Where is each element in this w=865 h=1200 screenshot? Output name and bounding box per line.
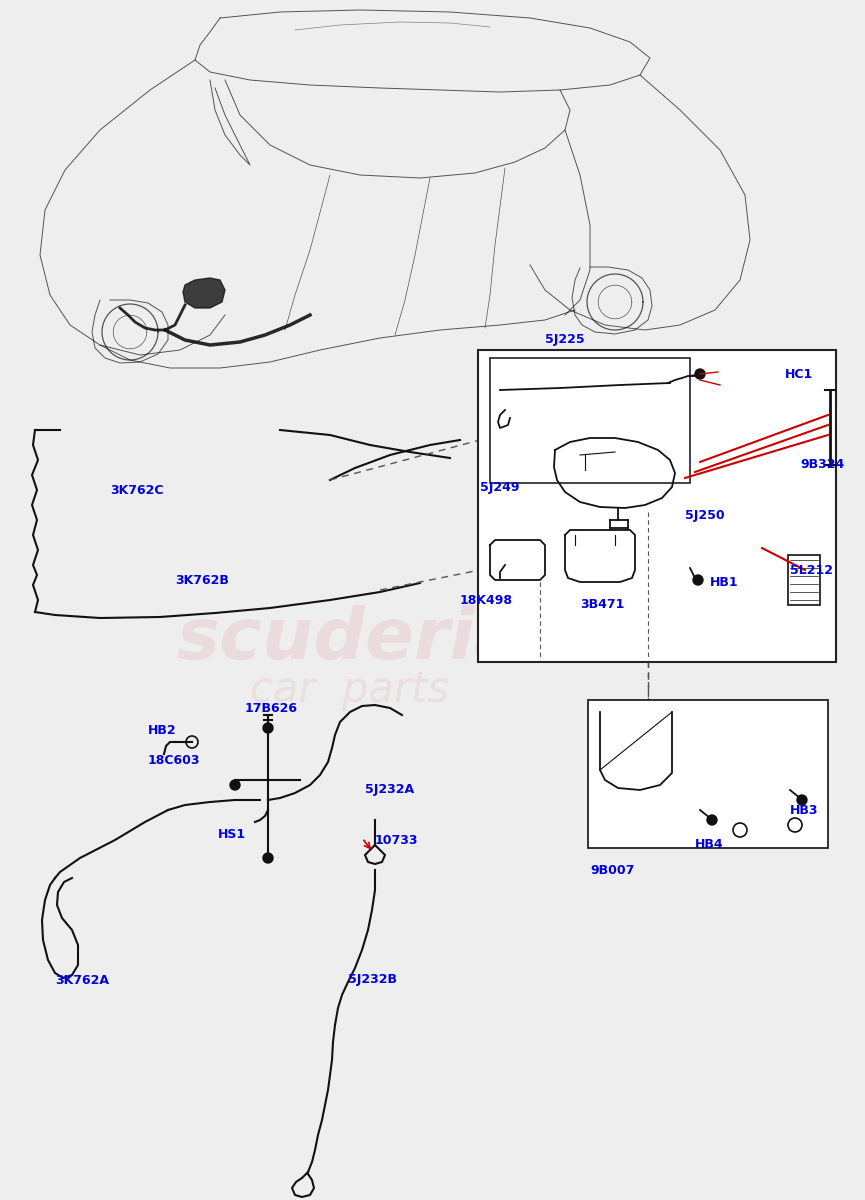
Bar <box>490 358 690 482</box>
Text: 5L212: 5L212 <box>790 564 833 576</box>
Text: 9B007: 9B007 <box>590 864 634 876</box>
Text: 5J232B: 5J232B <box>348 973 397 986</box>
Text: HS1: HS1 <box>218 828 247 841</box>
Text: HB3: HB3 <box>790 804 818 816</box>
Bar <box>788 554 820 605</box>
Polygon shape <box>183 278 225 308</box>
Bar <box>478 350 836 662</box>
Text: HB4: HB4 <box>695 839 724 852</box>
Circle shape <box>695 370 705 379</box>
Circle shape <box>263 722 273 733</box>
Circle shape <box>230 780 240 790</box>
Text: 17B626: 17B626 <box>245 702 298 714</box>
Circle shape <box>693 575 703 584</box>
Text: HB1: HB1 <box>710 576 739 588</box>
Text: HB2: HB2 <box>148 724 176 737</box>
Text: 5J249: 5J249 <box>480 481 520 494</box>
Text: car  parts: car parts <box>251 670 450 710</box>
Text: 3K762C: 3K762C <box>110 484 163 497</box>
Circle shape <box>263 853 273 863</box>
Text: 5J250: 5J250 <box>685 509 725 522</box>
Text: 5J225: 5J225 <box>545 334 585 347</box>
Circle shape <box>797 794 807 805</box>
Circle shape <box>707 815 717 826</box>
Bar <box>588 700 828 848</box>
Text: HC1: HC1 <box>785 368 813 382</box>
Text: 3K762A: 3K762A <box>55 973 109 986</box>
Text: 3B471: 3B471 <box>580 599 625 612</box>
Text: 18K498: 18K498 <box>460 594 513 606</box>
Text: 9B324: 9B324 <box>800 458 844 472</box>
Text: 18C603: 18C603 <box>148 754 201 767</box>
Text: 5J232A: 5J232A <box>365 784 414 797</box>
Text: 10733: 10733 <box>375 834 419 846</box>
Text: scuderia: scuderia <box>176 606 523 674</box>
Text: 3K762B: 3K762B <box>175 574 229 587</box>
